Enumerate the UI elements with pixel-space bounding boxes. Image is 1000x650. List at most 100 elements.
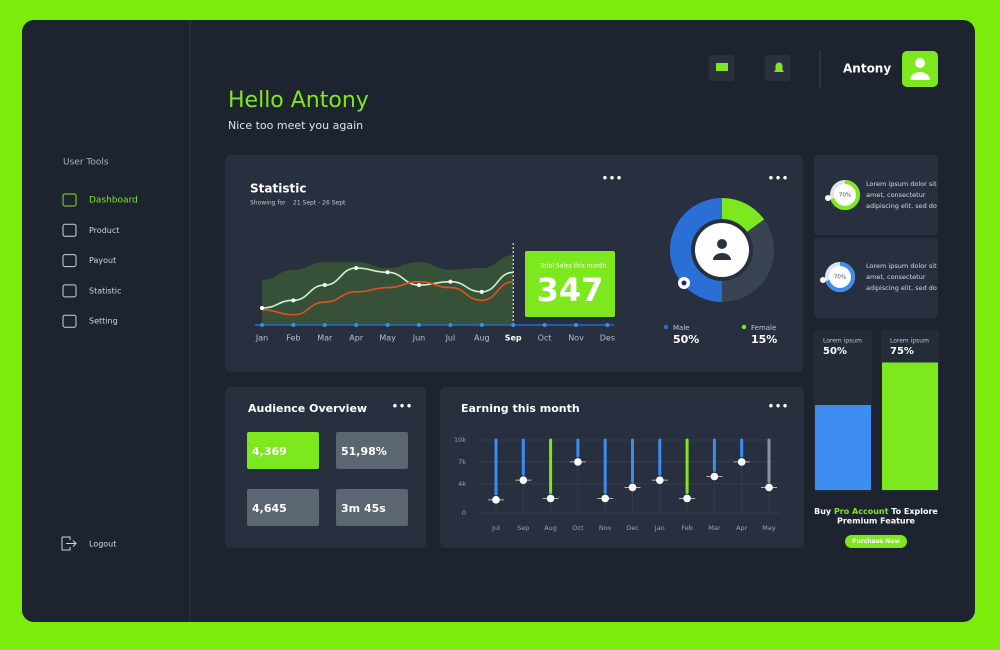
bar xyxy=(882,362,938,490)
menu-icon xyxy=(62,254,77,268)
point xyxy=(260,306,264,310)
menu-icon xyxy=(62,314,77,328)
tile-value: 51,98% xyxy=(341,445,387,458)
menu-item[interactable]: Statistic xyxy=(89,286,121,295)
sidebar-section: User Tools xyxy=(63,158,109,168)
axis-dot xyxy=(605,323,610,327)
more-menu[interactable]: ••• xyxy=(767,172,788,186)
info-text: amet, consectetur xyxy=(866,273,926,281)
menu-icon xyxy=(62,284,77,298)
audience-tile xyxy=(247,489,319,526)
dot xyxy=(710,472,719,481)
legend-dot xyxy=(741,324,747,330)
x-tick-label: Mar xyxy=(317,334,333,343)
logout[interactable]: Logout xyxy=(89,540,116,549)
x-tick-label: Jun xyxy=(412,334,426,343)
legend-value: 50% xyxy=(673,333,699,346)
y-tick-label: 10k xyxy=(454,436,466,444)
dot xyxy=(628,483,637,492)
info-text: Lorem ipsum dolor sit xyxy=(866,180,937,188)
dot xyxy=(601,494,609,503)
x-tick-label: Mar xyxy=(708,524,721,532)
x-tick-label: Feb xyxy=(681,524,693,532)
dot xyxy=(492,496,500,504)
dot xyxy=(737,458,746,466)
donut-segment xyxy=(722,198,765,232)
y-tick-label: 0 xyxy=(462,509,466,517)
avatar[interactable] xyxy=(902,51,938,87)
ring xyxy=(830,180,860,210)
legend-label: Male xyxy=(673,324,690,332)
x-tick-label: Sep xyxy=(517,524,529,532)
panel-title: Statistic xyxy=(250,182,306,196)
axis-dot xyxy=(448,323,453,327)
level-label: Lorem ipsum xyxy=(823,338,862,345)
axis-dot xyxy=(574,323,578,327)
x-tick-label: May xyxy=(762,524,776,532)
audience-tile xyxy=(247,432,319,469)
menu-item[interactable]: Product xyxy=(89,226,119,235)
info-text: adipiscing elit, sed do xyxy=(866,202,937,210)
x-tick-label: Jul xyxy=(491,524,500,532)
purchase-label[interactable]: Purchase New xyxy=(852,538,900,545)
tile-value: 4,645 xyxy=(252,502,287,515)
dot xyxy=(683,494,691,503)
tile-value: 4,369 xyxy=(252,445,287,458)
avatar-head xyxy=(915,58,925,68)
more-menu[interactable]: ••• xyxy=(601,172,622,186)
axis-dot xyxy=(260,323,264,327)
point xyxy=(354,266,359,271)
ring-label: 70% xyxy=(834,275,846,281)
bar xyxy=(815,405,871,490)
axis-dot xyxy=(479,323,484,327)
menu-icon xyxy=(62,223,77,237)
x-tick-label: Jul xyxy=(445,334,456,343)
donut-segment xyxy=(669,198,722,302)
donut-knob-dot xyxy=(681,280,687,286)
panel-title: Earning this month xyxy=(461,402,580,415)
y-tick-label: 4k xyxy=(458,480,466,488)
audience-tile xyxy=(336,432,408,469)
promo-text: To Explore xyxy=(888,507,938,516)
axis-dot xyxy=(354,323,359,327)
x-tick-label: Des xyxy=(600,334,615,343)
info-text: adipiscing elit, sed do xyxy=(866,284,937,292)
axis-dot xyxy=(322,323,327,327)
x-tick-label: Sep xyxy=(505,334,522,343)
menu-item[interactable]: Dashboard xyxy=(89,196,138,206)
x-tick-label: Jan xyxy=(255,334,268,343)
more-menu[interactable]: ••• xyxy=(391,400,412,414)
menu-icon xyxy=(62,193,77,207)
logout-icon xyxy=(61,536,77,551)
menu-item[interactable]: Setting xyxy=(89,317,118,326)
purchase-button[interactable] xyxy=(845,535,907,548)
y-tick-label: 7k xyxy=(458,458,466,466)
menu-item[interactable]: Payout xyxy=(89,256,116,265)
legend-dot xyxy=(663,324,669,330)
x-tick-label: Nov xyxy=(568,334,584,343)
x-tick-label: Nov xyxy=(599,524,612,532)
callout-value: 347 xyxy=(537,271,604,309)
promo-text: Buy xyxy=(814,507,834,516)
line xyxy=(261,280,514,316)
axis-dot xyxy=(385,323,390,327)
x-tick-label: May xyxy=(379,334,396,343)
greeting: Hello Antony xyxy=(228,88,369,113)
dot xyxy=(765,483,773,492)
x-tick-label: Apr xyxy=(349,334,364,343)
greeting-subtitle: Nice too meet you again xyxy=(228,119,363,132)
x-tick-label: Oct xyxy=(538,334,552,343)
promo-highlight: Pro Account xyxy=(834,507,889,516)
level-value: 75% xyxy=(890,346,914,357)
x-tick-label: Aug xyxy=(544,524,557,532)
x-tick-label: Apr xyxy=(736,524,748,532)
dot xyxy=(656,476,664,484)
point xyxy=(479,289,484,294)
range-label: Showing for xyxy=(250,200,286,207)
dot xyxy=(519,476,528,484)
axis-dot xyxy=(417,323,421,327)
point xyxy=(322,283,327,288)
ring-label: 70% xyxy=(839,193,851,199)
more-menu[interactable]: ••• xyxy=(767,400,788,414)
